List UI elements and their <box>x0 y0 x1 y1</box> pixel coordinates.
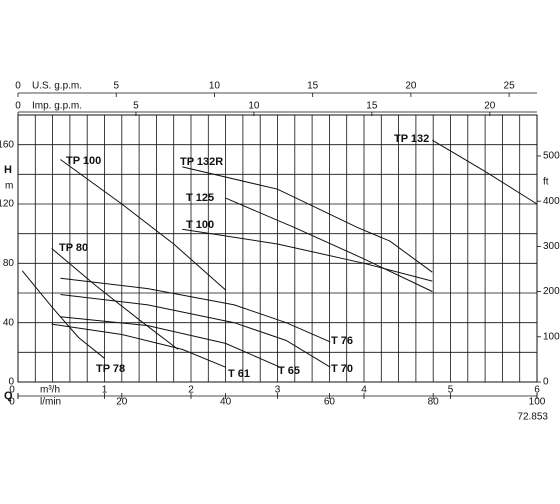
y-unit: m <box>5 181 13 192</box>
curve-label: T 125 <box>186 192 214 204</box>
y-tick-label: 120 <box>0 199 14 210</box>
curve <box>60 316 281 368</box>
tick-label: 3 <box>275 385 281 396</box>
curve <box>432 139 538 205</box>
y-tick-label: 80 <box>3 258 15 269</box>
axis-label: U.S. g.p.m. <box>32 81 82 92</box>
curve <box>51 323 226 368</box>
axis-label: Imp. g.p.m. <box>32 101 82 112</box>
y2-tick-label: 200 <box>543 286 560 297</box>
y-tick-label: 160 <box>0 139 14 150</box>
curve-label: TP 132R <box>180 156 223 168</box>
y2-tick-label: 300 <box>543 241 560 252</box>
curve <box>182 166 433 273</box>
tick-label: 80 <box>428 397 440 408</box>
tick-label: 0 <box>15 81 21 92</box>
tick-label: 40 <box>220 397 232 408</box>
x-label: Q <box>4 390 13 402</box>
curve-label: T 76 <box>331 335 353 347</box>
y-tick-label: 40 <box>3 317 15 328</box>
curve-label: T 65 <box>278 365 300 377</box>
curve-label: T 100 <box>186 219 214 231</box>
tick-label: 6 <box>534 385 540 396</box>
tick-label: 100 <box>529 397 546 408</box>
tick-label: 2 <box>188 385 194 396</box>
curve-label: TP 78 <box>96 363 125 375</box>
y2-tick-label: 0 <box>543 377 549 388</box>
axis-label: m³/h <box>40 385 60 396</box>
y-label: H <box>4 164 12 176</box>
curve <box>60 277 331 343</box>
curve <box>182 228 433 282</box>
tick-label: 5 <box>133 101 139 112</box>
y2-tick-label: 500 <box>543 151 560 162</box>
tick-label: 20 <box>484 101 496 112</box>
tick-label: 10 <box>209 81 221 92</box>
y2-tick-label: 100 <box>543 331 560 342</box>
tick-label: 0 <box>9 397 15 408</box>
tick-label: 15 <box>307 81 319 92</box>
curve <box>51 248 179 350</box>
curve <box>21 270 105 359</box>
y-tick-label: 0 <box>8 377 14 388</box>
tick-label: 20 <box>116 397 128 408</box>
tick-label: 20 <box>405 81 417 92</box>
tick-label: 15 <box>366 101 378 112</box>
curve-label: T 70 <box>331 363 353 375</box>
curve <box>60 294 331 368</box>
tick-label: 60 <box>324 397 336 408</box>
tick-label: 5 <box>448 385 454 396</box>
tick-label: 25 <box>504 81 516 92</box>
curve-label: TP 100 <box>66 155 101 167</box>
y2-label: ft <box>543 177 549 188</box>
tick-label: 1 <box>102 385 108 396</box>
axis-label: l/min <box>40 397 61 408</box>
tick-label: 0 <box>9 385 15 396</box>
curve-label: TP 132 <box>394 133 429 145</box>
tick-label: 0 <box>15 101 21 112</box>
code: 72.853 <box>517 412 548 423</box>
curve <box>225 197 433 292</box>
curve-label: TP 80 <box>59 242 88 254</box>
curve <box>60 159 226 291</box>
tick-label: 5 <box>113 81 119 92</box>
y2-tick-label: 400 <box>543 196 560 207</box>
curve-label: T 61 <box>228 368 250 380</box>
tick-label: 4 <box>361 385 367 396</box>
tick-label: 10 <box>248 101 260 112</box>
frame <box>17 114 538 383</box>
